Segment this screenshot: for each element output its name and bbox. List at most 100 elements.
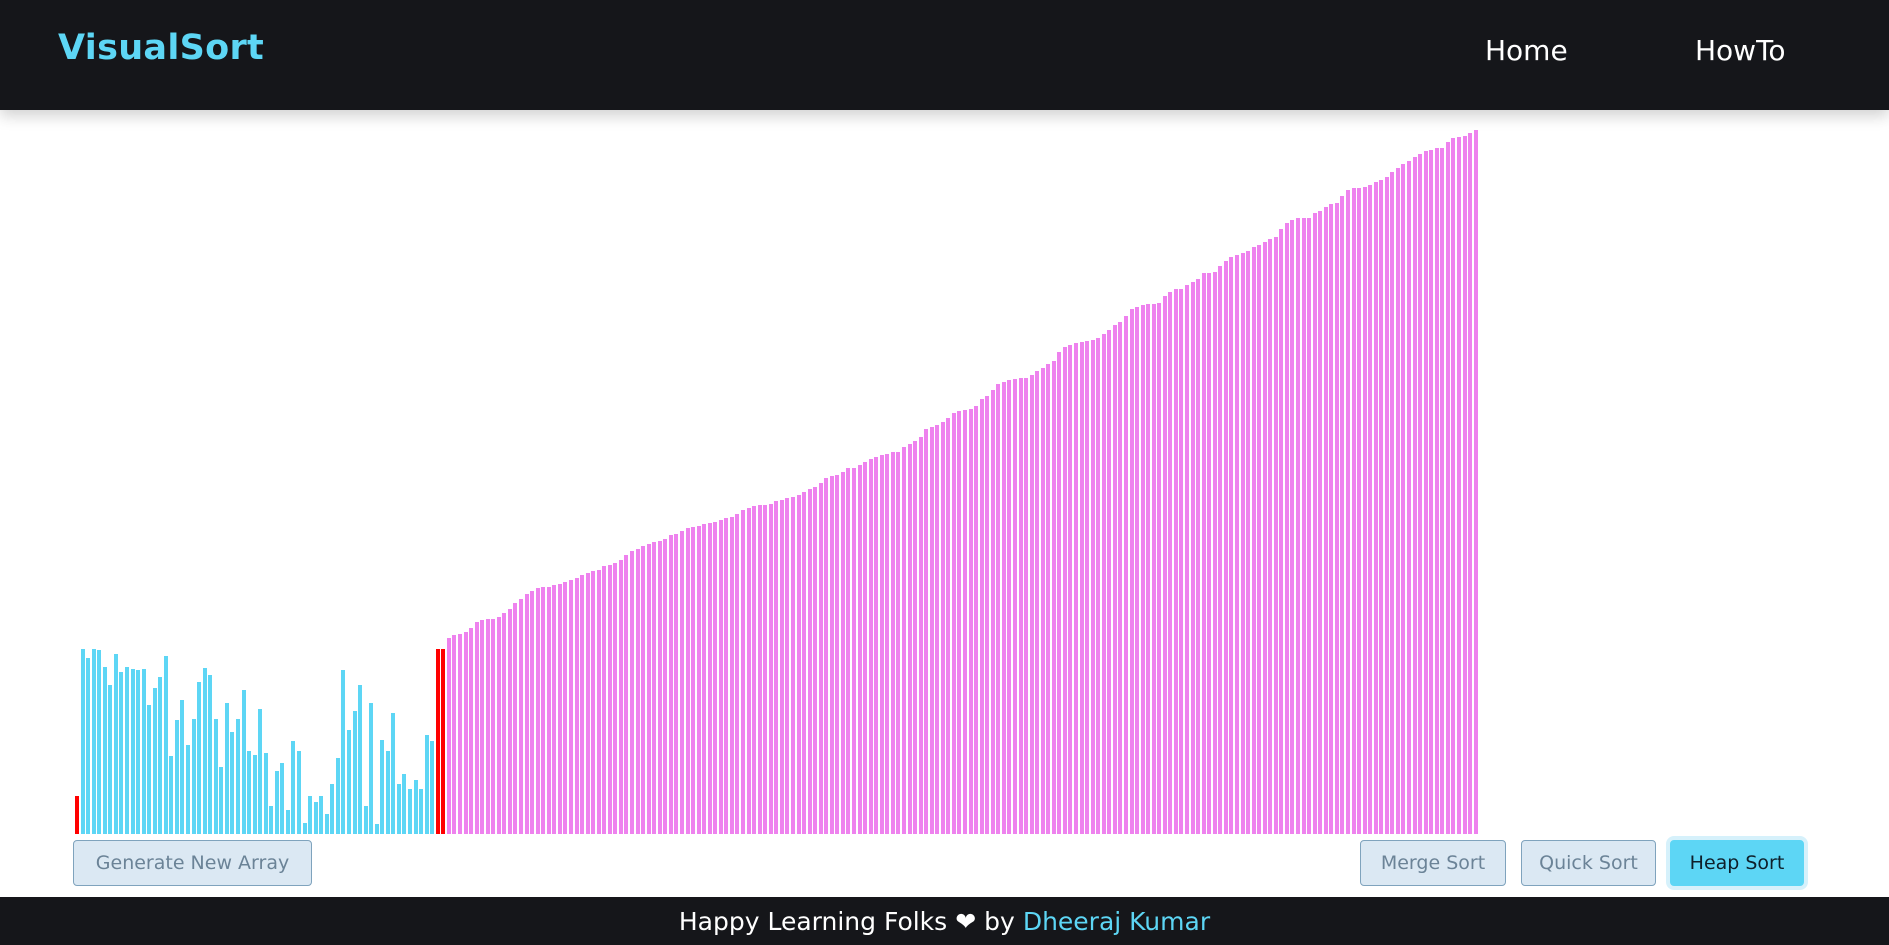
array-bar-unsorted [113, 654, 118, 834]
array-bar-sorted [1312, 213, 1317, 834]
array-bar-sorted [1140, 305, 1145, 834]
array-bar-sorted [1351, 188, 1356, 834]
array-bar-sorted [846, 468, 851, 834]
array-bar-sorted [890, 452, 895, 834]
array-bar-sorted [1329, 204, 1334, 834]
array-bar-sorted [1096, 338, 1101, 834]
array-bar-sorted [996, 384, 1001, 834]
array-bar-sorted [602, 566, 607, 834]
array-bar-sorted [718, 520, 723, 834]
array-bar-sorted [879, 455, 884, 834]
array-bar-sorted [618, 560, 623, 834]
array-bar-sorted [713, 522, 718, 834]
array-bar-sorted [1196, 279, 1201, 834]
array-bar-unsorted [163, 656, 168, 834]
array-bar-sorted [940, 422, 945, 834]
array-bar-sorted [568, 580, 573, 834]
array-bar-sorted [507, 609, 512, 834]
array-bar-sorted [1407, 161, 1411, 834]
array-bar-sorted [829, 476, 834, 834]
array-bar-sorted [1185, 285, 1189, 834]
array-bar-sorted [1257, 245, 1262, 834]
array-bar-unsorted [102, 667, 107, 834]
array-bar-unsorted [280, 763, 285, 834]
nav-howto-link[interactable]: HowTo [1695, 34, 1786, 67]
array-bar-sorted [596, 570, 601, 834]
array-bar-unsorted [141, 669, 146, 834]
array-bar-sorted [1451, 138, 1456, 834]
array-bar-sorted [935, 425, 940, 834]
array-bar-unsorted [80, 649, 85, 834]
array-bar-sorted [463, 632, 468, 834]
array-bar-sorted [446, 638, 451, 834]
array-bar-unsorted [313, 802, 318, 834]
array-bar-sorted [757, 505, 762, 834]
array-bar-sorted [1284, 223, 1289, 834]
footer-by-text: by [984, 906, 1015, 936]
array-bar-unsorted [324, 814, 329, 834]
heap-sort-button[interactable]: Heap Sort [1670, 840, 1804, 886]
array-bar-sorted [1212, 272, 1217, 834]
array-bar-unsorted [119, 672, 124, 834]
array-bar-unsorted [136, 670, 141, 834]
quick-sort-button[interactable]: Quick Sort [1521, 840, 1656, 886]
array-bar-sorted [1412, 157, 1417, 834]
array-bar-sorted [474, 622, 479, 834]
author-link[interactable]: Dheeraj Kumar [1022, 906, 1211, 936]
brand-logo[interactable]: VisualSort [58, 28, 265, 68]
array-bar-sorted [796, 495, 801, 834]
array-bar-sorted [679, 531, 684, 834]
array-bar-sorted [1345, 190, 1350, 834]
array-bar-sorted [1046, 364, 1051, 834]
array-bar-sorted [874, 457, 879, 834]
array-bar-sorted [835, 475, 840, 834]
array-bar-sorted [1207, 273, 1212, 834]
array-bar-sorted [1334, 203, 1339, 834]
nav-home-link[interactable]: Home [1485, 34, 1568, 67]
array-bar-sorted [524, 594, 529, 834]
array-bar-sorted [1279, 229, 1284, 834]
array-bar-unsorted [341, 670, 346, 834]
array-bar-unsorted [191, 719, 196, 834]
array-bar-sorted [1024, 378, 1029, 834]
array-bar-unsorted [91, 649, 96, 834]
array-bar-sorted [1162, 296, 1167, 834]
array-bar-unsorted [158, 677, 163, 834]
generate-new-array-button[interactable]: Generate New Array [73, 840, 312, 886]
array-bar-sorted [1118, 322, 1123, 834]
array-bar-sorted [1395, 168, 1400, 834]
array-bar-sorted [924, 429, 929, 834]
array-bar-sorted [663, 539, 668, 834]
array-bar-sorted [979, 399, 984, 834]
array-bar-sorted [707, 523, 712, 834]
array-bar-unsorted [413, 780, 418, 834]
array-bar-sorted [657, 541, 662, 834]
array-bar-unsorted [197, 682, 202, 834]
array-bar-sorted [546, 587, 551, 834]
array-bar-unsorted [274, 771, 279, 834]
array-bar-unsorted [152, 688, 157, 834]
array-bar-sorted [585, 573, 590, 834]
array-bar-sorted [641, 546, 646, 834]
array-bar-sorted [1234, 255, 1239, 834]
array-bar-sorted [1240, 253, 1245, 834]
array-bar-unsorted [352, 711, 357, 834]
array-bar-sorted [1368, 185, 1373, 834]
array-bar-unsorted [319, 796, 324, 834]
merge-sort-button[interactable]: Merge Sort [1360, 840, 1506, 886]
array-bar-sorted [1007, 380, 1012, 834]
array-bar-sorted [691, 527, 696, 834]
array-bar-sorted [929, 427, 934, 834]
array-bar-sorted [530, 591, 535, 834]
array-bar-sorted [990, 390, 995, 834]
array-bar-sorted [918, 437, 923, 834]
array-bar-sorted [1090, 340, 1095, 834]
array-bar-comparing [75, 796, 79, 834]
array-bar-sorted [1468, 133, 1473, 834]
array-bar-sorted [1307, 218, 1312, 834]
array-bar-sorted [674, 534, 679, 834]
array-bar-sorted [496, 617, 501, 834]
array-bar-unsorted [369, 703, 374, 834]
array-bar-sorted [818, 483, 823, 834]
navbar: VisualSort Home HowTo [0, 0, 1889, 110]
